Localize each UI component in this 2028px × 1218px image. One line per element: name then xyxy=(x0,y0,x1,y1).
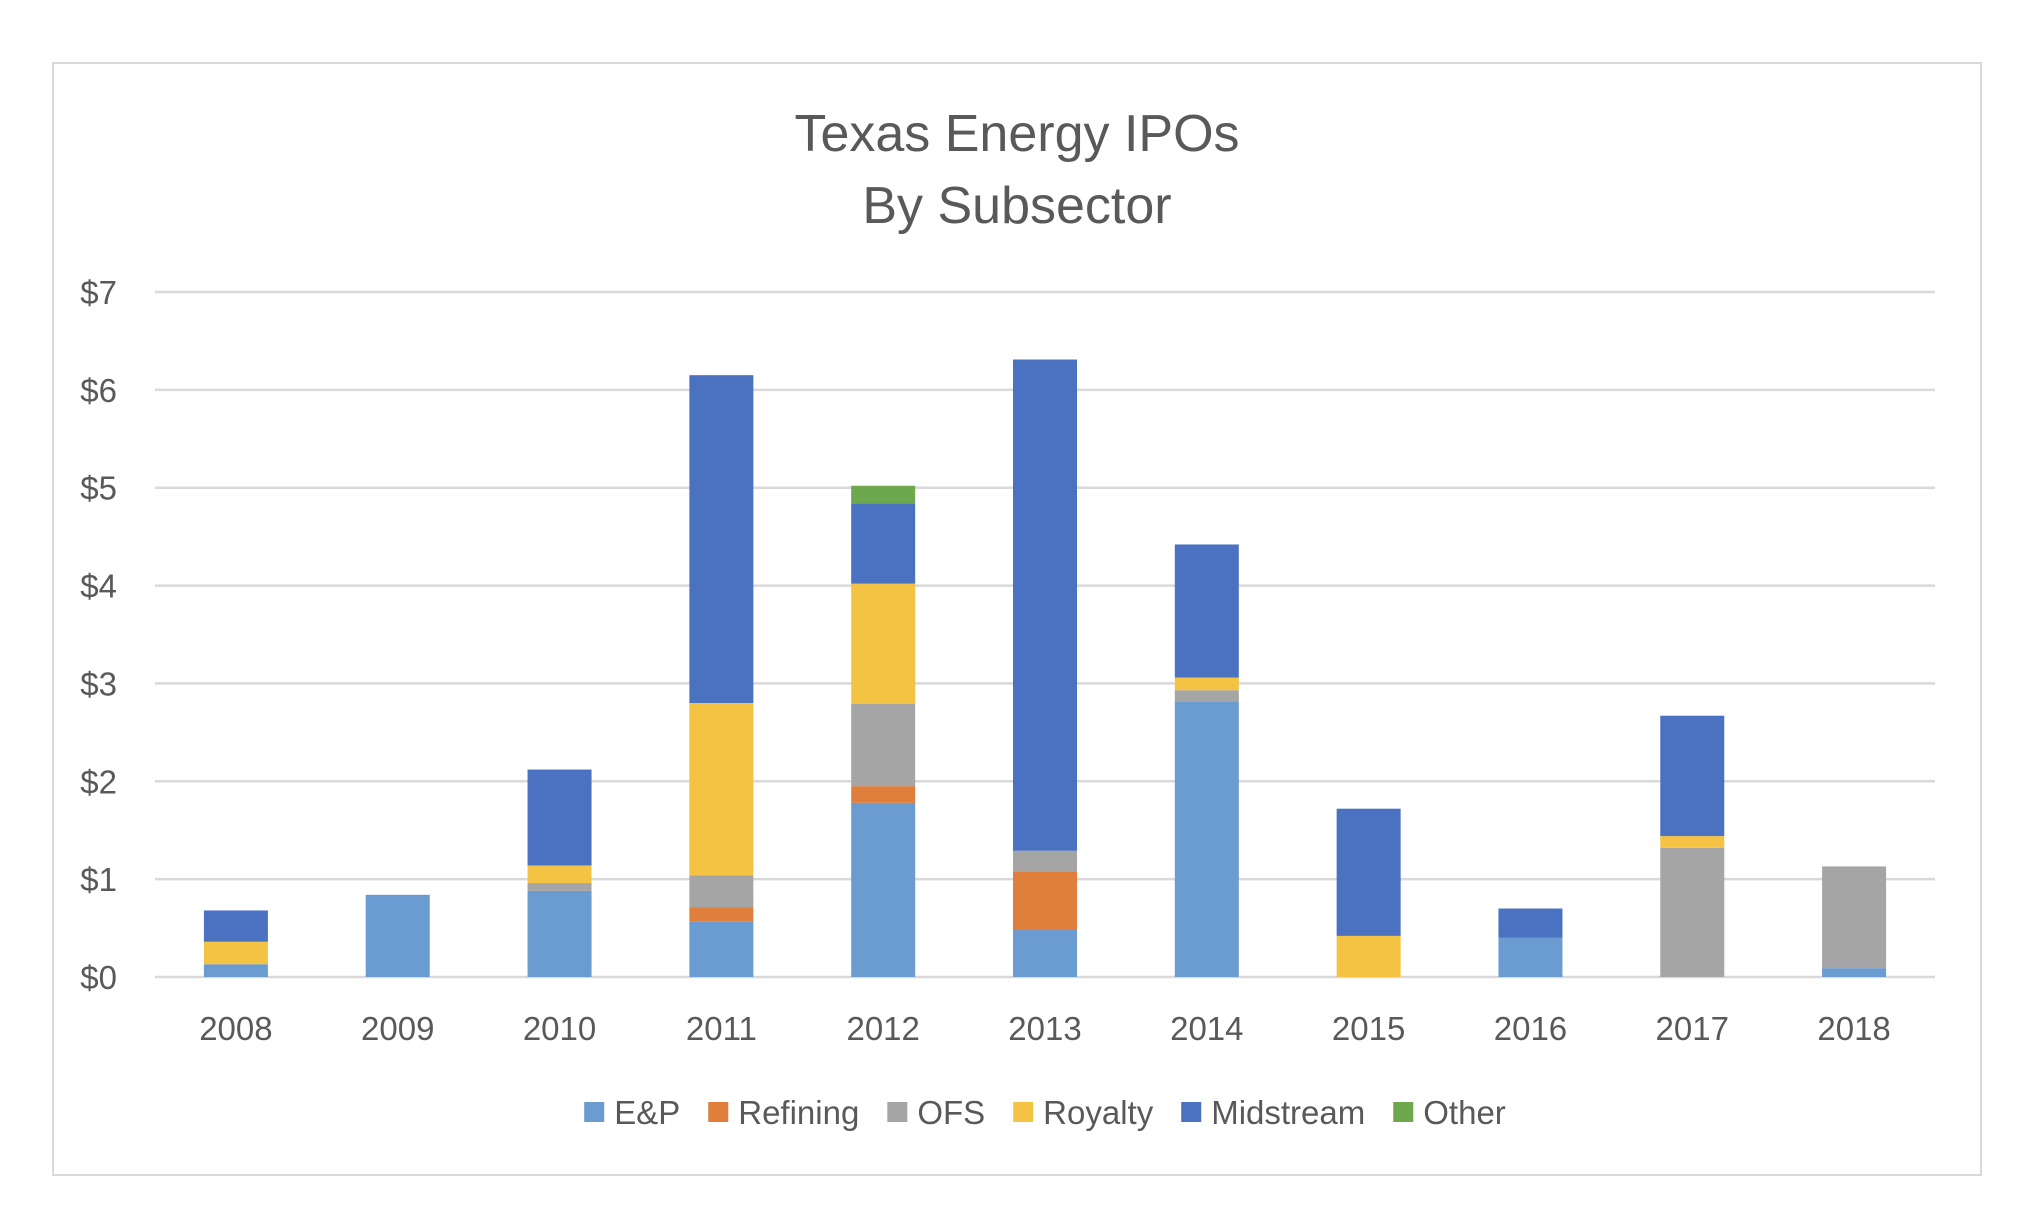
bar-segment xyxy=(851,583,916,704)
legend-label: Royalty xyxy=(1043,1094,1154,1131)
x-tick-label: 2009 xyxy=(361,1010,434,1047)
x-tick-label: 2011 xyxy=(686,1010,757,1047)
bar-segment xyxy=(851,503,916,584)
x-tick-label: 2018 xyxy=(1817,1010,1890,1047)
y-tick-label: $0 xyxy=(80,959,117,996)
bar-segment xyxy=(1013,850,1077,872)
bar-segment xyxy=(1822,968,1887,977)
legend-swatch xyxy=(1181,1102,1202,1122)
bar-segment xyxy=(203,941,268,965)
legend: E&P Refining OFS Royalty Midstream Other xyxy=(584,1094,1506,1131)
bar-segment xyxy=(203,964,268,977)
bar-segment xyxy=(1660,847,1725,977)
bar-segment xyxy=(689,703,754,876)
bar-segment xyxy=(689,907,754,922)
y-tick-label: $7 xyxy=(80,274,117,311)
bar-segment xyxy=(689,875,754,908)
bar-segment xyxy=(851,703,916,787)
bar-segment xyxy=(527,890,592,977)
bars xyxy=(203,359,1887,977)
y-tick-label: $2 xyxy=(80,763,117,800)
legend-label: OFS xyxy=(917,1094,985,1131)
bar-segment xyxy=(1498,937,1563,977)
bar-segment xyxy=(1013,359,1077,851)
x-axis-tick-labels: 2008 2009 2010 2011 2012 2013 2014 2015 2016 2017… xyxy=(199,1010,1891,1047)
legend-swatch xyxy=(584,1102,605,1122)
bar-segment xyxy=(1013,930,1077,977)
y-tick-label: $3 xyxy=(80,665,117,702)
bar-segment xyxy=(527,769,592,866)
y-tick-label: $6 xyxy=(80,372,117,409)
x-tick-label: 2008 xyxy=(199,1010,272,1047)
x-tick-label: 2016 xyxy=(1494,1010,1567,1047)
bar-segment xyxy=(1174,544,1239,678)
bar-segment xyxy=(689,375,754,703)
legend-label: Other xyxy=(1423,1094,1506,1131)
chart-title-line-2: By Subsector xyxy=(862,177,1171,235)
legend-label: Midstream xyxy=(1211,1094,1365,1131)
x-tick-label: 2014 xyxy=(1170,1010,1243,1047)
legend-label: Refining xyxy=(738,1094,859,1131)
bar-segment xyxy=(1498,908,1563,938)
bar-segment xyxy=(527,865,592,884)
y-axis-tick-labels: $0 $1 $2 $3 $4 $5 $6 $7 xyxy=(80,274,117,996)
bar-segment xyxy=(527,883,592,891)
bar-segment xyxy=(851,802,916,977)
y-tick-label: $4 xyxy=(80,568,117,605)
bar-segment xyxy=(1336,808,1401,936)
legend-label: E&P xyxy=(614,1094,680,1131)
bar-segment xyxy=(1174,690,1239,703)
bar-segment xyxy=(1174,702,1239,977)
bar-segment xyxy=(1013,871,1077,931)
x-tick-label: 2015 xyxy=(1332,1010,1405,1047)
x-tick-label: 2012 xyxy=(846,1010,919,1047)
y-tick-label: $1 xyxy=(80,861,117,898)
legend-swatch xyxy=(708,1102,729,1122)
chart-title-line-1: Texas Energy IPOs xyxy=(794,105,1239,163)
bar-segment xyxy=(851,485,916,504)
legend-swatch xyxy=(1013,1102,1034,1122)
legend-swatch xyxy=(1393,1102,1414,1122)
bar-segment xyxy=(1174,677,1239,691)
bar-segment xyxy=(1822,866,1887,969)
bar-segment xyxy=(1660,715,1725,837)
bar-segment xyxy=(689,921,754,977)
bar-segment xyxy=(365,894,430,977)
bar-segment xyxy=(851,786,916,803)
legend-swatch xyxy=(887,1102,908,1122)
x-tick-label: 2013 xyxy=(1008,1010,1081,1047)
y-tick-label: $5 xyxy=(80,470,117,507)
bar-segment xyxy=(1660,836,1725,848)
x-tick-label: 2017 xyxy=(1656,1010,1729,1047)
x-tick-label: 2010 xyxy=(523,1010,596,1047)
bar-segment xyxy=(1336,935,1401,977)
bar-segment xyxy=(203,910,268,942)
